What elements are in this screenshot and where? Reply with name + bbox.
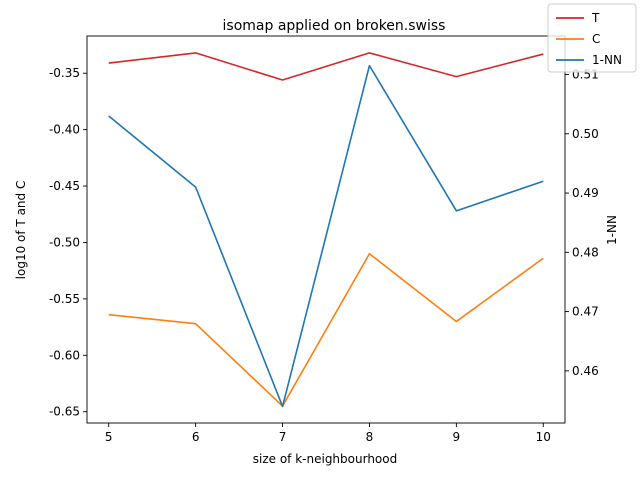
series-layer <box>108 52 544 408</box>
y-left-tick-label: -0.55 <box>49 292 80 306</box>
y-right-tick-label: 0.46 <box>572 364 599 378</box>
series-line-1-nn <box>108 64 544 408</box>
legend-label-t: T <box>591 11 600 25</box>
y-right-axis-title: 1-NN <box>605 215 619 245</box>
y-left-tick-label: -0.35 <box>49 66 80 80</box>
series-line-c <box>108 252 544 407</box>
legend-label-1-nn: 1-NN <box>592 53 622 67</box>
y-left-tick-label: -0.60 <box>49 348 80 362</box>
y-left-tick-label: -0.40 <box>49 123 80 137</box>
y-right-tick-label: 0.49 <box>572 186 599 200</box>
y-left-tick-label: -0.45 <box>49 179 80 193</box>
x-tick-label: 8 <box>366 430 374 444</box>
chart-title: isomap applied on broken.swiss <box>223 18 446 34</box>
legend-box <box>547 3 637 73</box>
series-line-t <box>108 52 544 81</box>
y-right-tick-label: 0.48 <box>572 245 599 259</box>
x-tick-label: 10 <box>536 430 551 444</box>
y-left-tick-label: -0.65 <box>49 405 80 419</box>
y-left-axis-title: log10 of T and C <box>14 181 28 280</box>
x-tick-label: 9 <box>453 430 461 444</box>
plot-frame <box>86 35 566 424</box>
x-tick-label: 6 <box>192 430 200 444</box>
axes-layer: 5 6 7 8 9 10 -0.35 -0.40 -0.45 -0.50 -0.55 -0.60 -0.… <box>49 35 599 444</box>
x-axis-title: size of k-neighbourhood <box>253 452 397 466</box>
legend: TC 1-NN <box>547 3 637 73</box>
x-tick-label: 7 <box>279 430 287 444</box>
legend-label-c: C <box>592 32 600 46</box>
x-tick-label: 5 <box>105 430 113 444</box>
y-left-tick-label: -0.50 <box>49 235 80 249</box>
y-right-tick-label: 0.47 <box>572 305 599 319</box>
y-right-tick-label: 0.50 <box>572 127 599 141</box>
